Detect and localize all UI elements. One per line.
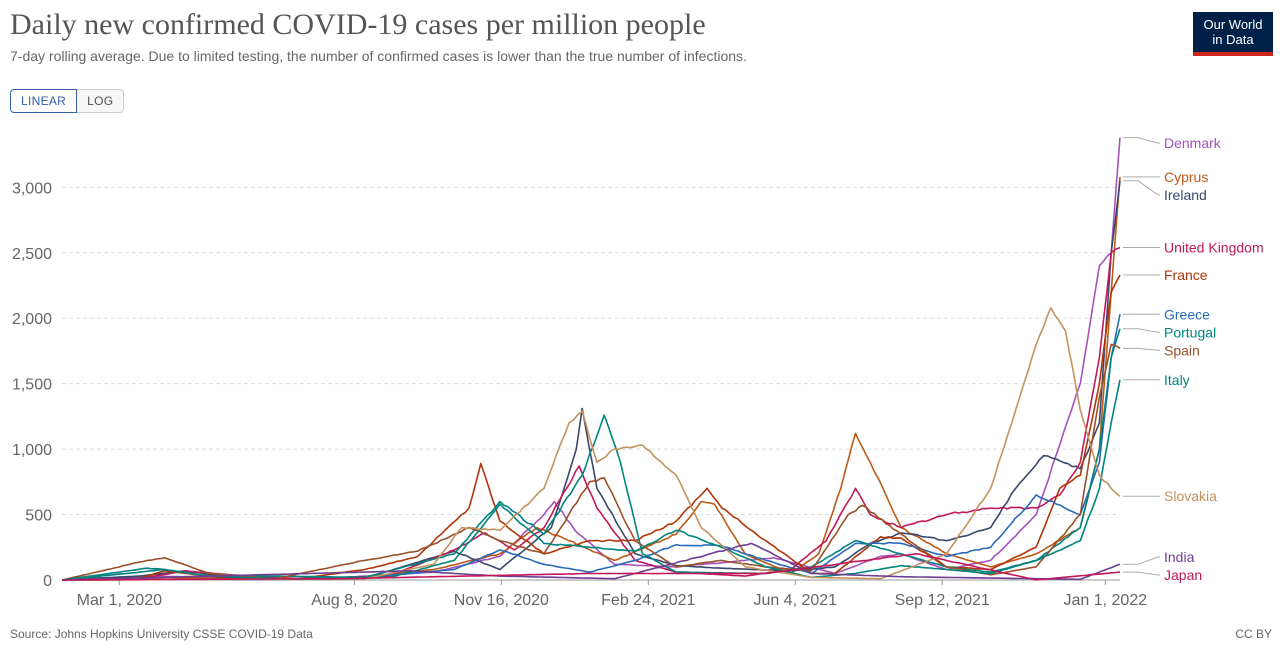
series-line-japan: [62, 553, 1121, 581]
x-tick-label: Jun 4, 2021: [753, 592, 837, 609]
series-label-japan: Japan: [1164, 567, 1202, 583]
label-leader-india: [1123, 556, 1160, 565]
y-tick-label: 1,000: [12, 442, 52, 459]
y-tick-label: 0: [43, 573, 52, 590]
series-line-ireland: [61, 180, 1121, 581]
y-tick-label: 500: [25, 508, 52, 525]
label-leader-ireland: [1123, 180, 1160, 196]
y-tick-label: 2,500: [12, 246, 52, 263]
chart-title: Daily new confirmed COVID-19 cases per m…: [10, 8, 706, 41]
source-note[interactable]: Source: Johns Hopkins University CSSE CO…: [10, 627, 313, 641]
series-label-spain: Spain: [1164, 342, 1200, 358]
x-tick-label: Aug 8, 2020: [311, 592, 397, 609]
series-label-united-kingdom: United Kingdom: [1164, 240, 1264, 256]
logo-line-1: Our World: [1203, 17, 1263, 32]
label-leader-spain: [1123, 347, 1160, 351]
y-tick-label: 1,500: [12, 377, 52, 394]
owid-logo[interactable]: Our World in Data: [1193, 12, 1273, 56]
series-line-italy: [61, 379, 1121, 581]
series-label-ireland: Ireland: [1164, 187, 1207, 203]
x-tick-label: Mar 1, 2020: [77, 592, 162, 609]
chart-subtitle: 7-day rolling average. Due to limited te…: [10, 48, 747, 64]
series-line-united-kingdom: [61, 246, 1121, 581]
label-leader-denmark: [1123, 137, 1160, 144]
series-line-cyprus: [62, 176, 1121, 581]
series-line-denmark: [61, 137, 1121, 581]
label-leader-portugal: [1123, 328, 1160, 333]
series-label-france: France: [1164, 267, 1208, 283]
y-tick-label: 3,000: [12, 180, 52, 197]
series-label-india: India: [1164, 549, 1195, 565]
scale-toggle: LINEAR LOG: [10, 89, 125, 113]
license-link[interactable]: CC BY: [1235, 627, 1272, 641]
x-tick-label: Jan 1, 2022: [1063, 592, 1147, 609]
series-label-denmark: Denmark: [1164, 135, 1222, 151]
x-tick-label: Sep 12, 2021: [895, 592, 990, 609]
series-label-cyprus: Cyprus: [1164, 169, 1208, 185]
label-leader-japan: [1123, 571, 1160, 576]
x-tick-label: Feb 24, 2021: [601, 592, 695, 609]
series-label-slovakia: Slovakia: [1164, 488, 1217, 504]
logo-line-2: in Data: [1212, 32, 1254, 47]
log-scale-button[interactable]: LOG: [77, 89, 125, 113]
series-line-france: [61, 274, 1121, 581]
series-label-italy: Italy: [1164, 372, 1190, 388]
x-tick-label: Nov 16, 2020: [454, 592, 549, 609]
series-line-slovakia: [62, 307, 1121, 581]
series-label-greece: Greece: [1164, 306, 1210, 322]
linear-scale-button[interactable]: LINEAR: [10, 89, 78, 113]
y-tick-label: 2,000: [12, 311, 52, 328]
series-label-portugal: Portugal: [1164, 324, 1216, 340]
series-line-india: [61, 542, 1121, 581]
